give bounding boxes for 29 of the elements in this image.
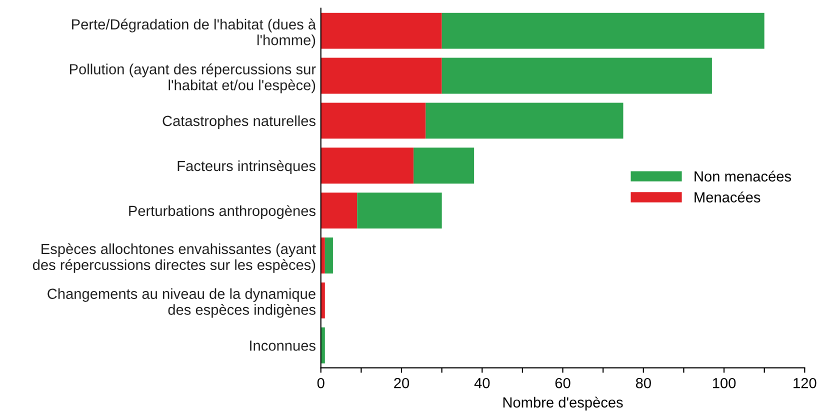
- x-axis-title: Nombre d'espèces: [503, 396, 623, 410]
- bar: [320, 12, 442, 49]
- y-tick-label: Espèces allochtones envahissantes (ayant des répercussions directes sur les espèces): [32, 243, 316, 273]
- legend-label: Menacées: [694, 192, 760, 202]
- x-tick-label: 60: [555, 378, 570, 388]
- bar: [442, 58, 712, 94]
- y-tick-label: Pollution (ayant des répercussions sur l'habitat et/ou l'espèce): [70, 64, 316, 94]
- bar: [426, 102, 624, 139]
- y-tick-label: Perturbations anthropogènes: [129, 205, 316, 219]
- bar: [320, 58, 442, 94]
- y-tick-label: Perte/Dégradation de l'habitat (dues à l'homme): [72, 18, 316, 48]
- y-tick-label: Inconnues: [250, 340, 316, 351]
- bar: [320, 102, 426, 139]
- x-tick-label: 120: [794, 378, 816, 388]
- x-tick-label: 80: [636, 378, 651, 388]
- legend-label: Non menacées: [694, 170, 792, 182]
- bar: [442, 12, 764, 49]
- x-tick-label: 40: [474, 378, 490, 388]
- bar: [324, 238, 333, 274]
- y-tick-label: Catastrophes naturelles: [162, 115, 316, 130]
- bar: [320, 192, 358, 229]
- bar: [357, 192, 442, 229]
- x-tick-label: 100: [712, 378, 736, 388]
- x-tick-label: 20: [394, 378, 410, 388]
- bar: [320, 148, 414, 184]
- bar: [414, 148, 474, 184]
- y-tick-label: Facteurs intrinsèques: [178, 160, 316, 174]
- x-tick-label: 0: [317, 378, 324, 388]
- y-tick-label: Changements au niveau de la dynamique des espèces indigènes: [48, 288, 316, 318]
